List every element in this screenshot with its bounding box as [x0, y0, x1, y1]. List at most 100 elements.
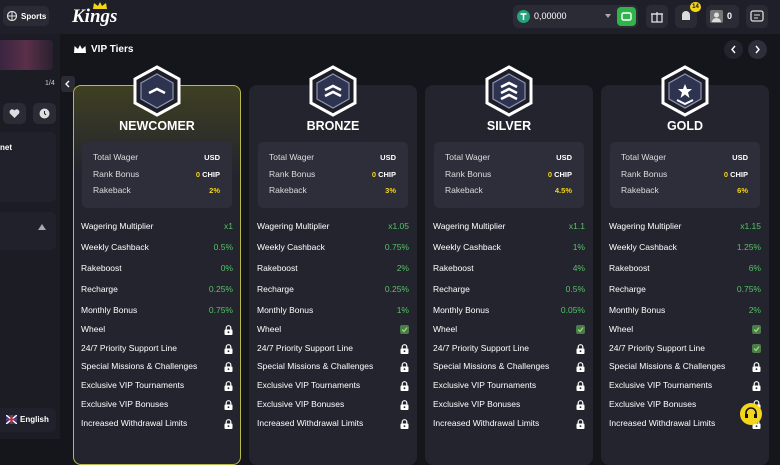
- perk-lock: [224, 399, 233, 410]
- promo-thumbnail[interactable]: [0, 40, 53, 70]
- section-title: VIP Tiers: [91, 44, 134, 55]
- benefit-label: Wagering Multiplier: [433, 221, 506, 231]
- benefit-label: Monthly Bonus: [433, 305, 490, 315]
- summary-label: Total Wager: [621, 152, 667, 162]
- summary-value: 4.5%: [554, 186, 572, 195]
- summary-unit: CHIP: [378, 169, 396, 179]
- deposit-button[interactable]: [617, 7, 636, 26]
- benefit-label: Rakeboost: [433, 263, 474, 273]
- profile-button[interactable]: 0: [706, 5, 739, 28]
- wallet[interactable]: 0,00000: [513, 5, 638, 28]
- benefit-label: Rakeboost: [609, 263, 650, 273]
- benefit-value: 1%: [396, 305, 409, 315]
- tier-card[interactable]: BRONZE Total Wager USD Rank Bonus CHIP 0 Rakeb…: [249, 85, 417, 465]
- perk-label: Exclusive VIP Bonuses: [257, 398, 345, 409]
- prev-button[interactable]: [724, 40, 743, 59]
- summary-value: 0: [195, 169, 200, 179]
- summary-label: Rank Bonus: [93, 168, 140, 179]
- benefit-value: 4%: [572, 263, 585, 273]
- perk-label: Increased Withdrawal Limits: [257, 417, 364, 428]
- summary-value: USD: [204, 153, 220, 162]
- benefit-value: 0.75%: [384, 242, 409, 252]
- perk-lock: [224, 343, 233, 354]
- next-button[interactable]: [748, 40, 767, 59]
- sidebar-panel: [0, 132, 56, 202]
- perk-label: Special Missions & Challenges: [433, 361, 550, 372]
- perk-label: 24/7 Priority Support Line: [433, 342, 529, 353]
- sidebar-item[interactable]: [0, 212, 56, 250]
- summary-label: Rakeback: [445, 185, 483, 195]
- summary-value: 3%: [385, 186, 396, 195]
- benefit-label: Monthly Bonus: [257, 305, 314, 315]
- perk-label: Special Missions & Challenges: [609, 361, 726, 372]
- logo[interactable]: Kings: [72, 6, 118, 27]
- benefit-value: 2%: [748, 305, 761, 315]
- perk-label: Increased Withdrawal Limits: [81, 417, 188, 428]
- tier-name: NEWCOMER: [119, 119, 195, 133]
- perk-label: Exclusive VIP Tournaments: [81, 380, 185, 391]
- perk-label: Wheel: [433, 324, 458, 334]
- support-button[interactable]: [740, 403, 762, 425]
- summary-value: USD: [732, 153, 748, 162]
- perk-label: Wheel: [609, 324, 634, 334]
- perk-label: Special Missions & Challenges: [81, 361, 198, 372]
- perk-lock: [400, 418, 409, 429]
- summary-box: Total Wager USD Rank Bonus CHIP 0 Rakeback 2%: [82, 142, 232, 208]
- summary-label: Total Wager: [93, 152, 139, 162]
- summary-value: USD: [556, 153, 572, 162]
- perk-lock: [400, 343, 409, 354]
- tier-badge: [659, 65, 711, 122]
- perk-check: [752, 343, 761, 353]
- language-selector[interactable]: English: [0, 408, 56, 432]
- perk-lock: [224, 325, 233, 335]
- perk-label: Exclusive VIP Bonuses: [433, 398, 521, 409]
- summary-label: Rakeback: [269, 185, 307, 195]
- perk-lock: [400, 362, 409, 373]
- benefit-value: 0.25%: [384, 284, 409, 294]
- perk-lock: [576, 399, 585, 410]
- perk-label: Wheel: [81, 324, 106, 334]
- summary-unit: CHIP: [202, 169, 220, 179]
- tier-badge: [131, 65, 183, 122]
- tier-card[interactable]: NEWCOMER Total Wager USD Rank Bonus CHIP 0 Rak…: [73, 85, 241, 465]
- benefit-label: Recharge: [257, 284, 294, 294]
- benefit-label: Weekly Cashback: [81, 242, 149, 252]
- benefit-label: Weekly Cashback: [433, 242, 501, 252]
- sports-icon: [7, 11, 17, 21]
- recent-button[interactable]: [33, 103, 56, 124]
- logo-crown: [93, 2, 107, 9]
- profile-count: 0: [727, 11, 733, 21]
- benefit-label: Monthly Bonus: [609, 305, 666, 315]
- perk-label: Exclusive VIP Tournaments: [433, 380, 537, 391]
- benefit-value: x1: [224, 221, 233, 231]
- summary-unit: CHIP: [730, 169, 748, 179]
- summary-value: 0: [547, 169, 552, 179]
- benefit-label: Rakeboost: [257, 263, 298, 273]
- tier-name: BRONZE: [306, 119, 360, 133]
- perk-label: Exclusive VIP Tournaments: [257, 380, 361, 391]
- favorites-button[interactable]: [3, 103, 26, 124]
- tier-card[interactable]: SILVER Total Wager USD Rank Bonus CHIP 0 Rakeb…: [425, 85, 593, 465]
- perk-check: [400, 325, 409, 334]
- perk-lock: [752, 362, 761, 373]
- perk-lock: [576, 418, 585, 429]
- perk-label: Exclusive VIP Bonuses: [609, 398, 697, 409]
- perk-check: [576, 325, 585, 334]
- benefit-value: 0%: [220, 263, 233, 273]
- gift-button[interactable]: [646, 5, 668, 28]
- perk-lock: [400, 399, 409, 410]
- summary-box: Total Wager USD Rank Bonus CHIP 0 Rakeback 4.5…: [434, 142, 584, 208]
- benefit-value: 0.5%: [213, 242, 233, 252]
- summary-label: Rank Bonus: [445, 168, 492, 179]
- benefit-value: 1.25%: [736, 242, 761, 252]
- summary-unit: CHIP: [554, 169, 572, 179]
- notification-badge: 14: [690, 2, 701, 12]
- chat-button[interactable]: [746, 5, 768, 28]
- collapse-button[interactable]: [61, 76, 75, 92]
- summary-label: Rakeback: [93, 185, 131, 195]
- language-label: English: [20, 415, 49, 424]
- sports-button[interactable]: Sports: [3, 6, 49, 26]
- benefit-value: x1.15: [740, 221, 761, 231]
